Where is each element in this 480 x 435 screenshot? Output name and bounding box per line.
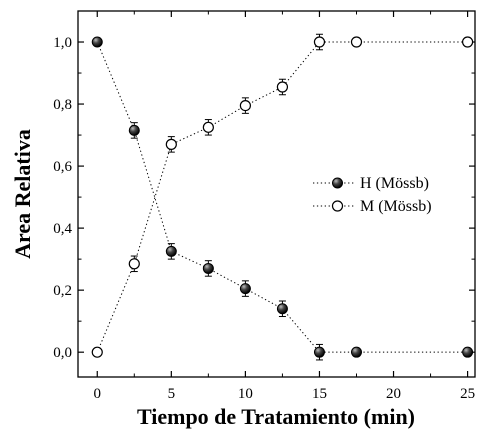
data-point	[202, 262, 214, 274]
data-point	[350, 36, 363, 48]
legend-label: M (Mössb)	[360, 198, 432, 215]
x-tick-label: 15	[312, 386, 327, 402]
y-tick-label: 0,0	[53, 345, 72, 361]
data-point	[91, 346, 103, 358]
data-point	[165, 138, 177, 150]
x-tick-label: 10	[238, 386, 253, 402]
data-point	[461, 36, 474, 48]
legend-label: H (Mössb)	[360, 175, 429, 192]
y-tick-label: 0,6	[53, 159, 72, 175]
y-tick-label: 0,2	[53, 283, 72, 299]
data-point	[462, 346, 474, 358]
x-tick-label: 25	[460, 386, 475, 402]
data-point	[276, 303, 288, 315]
data-point	[239, 283, 251, 295]
axis-ticks: 0 5 10 15 20 25 0,0 0,2 0,4 0,6 0,8 1,0	[53, 11, 475, 402]
data-point	[128, 258, 140, 270]
data-point	[202, 121, 214, 133]
plot-frame	[77, 10, 476, 378]
x-tick-label: 20	[386, 386, 401, 402]
y-axis-title: Area Relativa	[10, 129, 35, 259]
y-tick-label: 1,0	[53, 35, 72, 51]
x-axis-title: Tiempo de Tratamiento (min)	[137, 404, 415, 429]
legend-marker	[331, 200, 344, 212]
y-tick-label: 0,4	[53, 221, 72, 237]
series-layer	[91, 33, 474, 361]
x-tick-label: 0	[94, 386, 102, 402]
data-point	[350, 346, 362, 358]
legend-marker	[332, 177, 343, 189]
data-point	[165, 245, 177, 257]
x-tick-label: 5	[168, 386, 176, 402]
y-tick-label: 0,8	[53, 97, 72, 113]
data-point	[313, 36, 326, 48]
data-point	[276, 81, 289, 93]
data-point	[239, 100, 251, 112]
series-m-mossb	[91, 33, 474, 358]
data-point	[91, 36, 103, 48]
data-point	[128, 124, 140, 136]
series-h-mossb	[91, 36, 474, 361]
data-point	[313, 346, 325, 358]
legend: H (Mössb) M (Mössb)	[313, 175, 432, 215]
